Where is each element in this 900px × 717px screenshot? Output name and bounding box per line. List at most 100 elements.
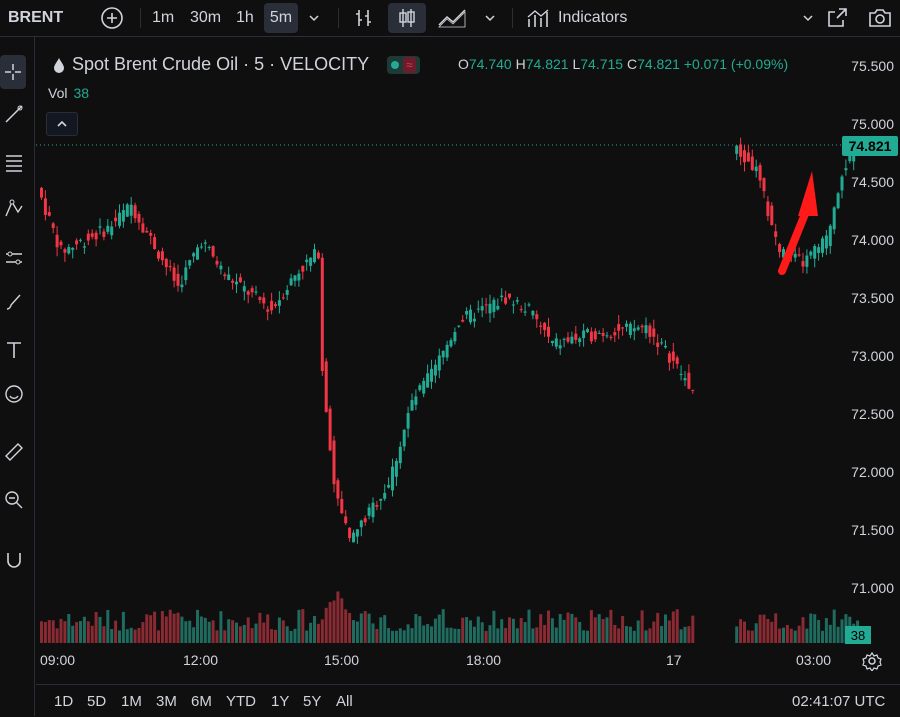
bars-icon [356, 10, 371, 26]
candle-body [180, 284, 184, 288]
range-1m[interactable]: 1M [121, 692, 142, 710]
volume-bar [617, 628, 621, 643]
candle-body [391, 466, 394, 491]
range-3m[interactable]: 3M [156, 692, 177, 710]
volume-bar [558, 614, 562, 643]
symbol-title[interactable]: Spot Brent Crude Oil · 5 · VELOCITY [72, 54, 370, 74]
camera-icon [869, 9, 891, 27]
candle-body [679, 373, 683, 375]
candle-body [102, 231, 106, 237]
range-1d[interactable]: 1D [54, 692, 74, 710]
volume-bar [316, 623, 320, 643]
add-symbol-button[interactable] [98, 0, 126, 36]
candle-body [824, 235, 828, 249]
bars-style-button[interactable] [352, 0, 376, 36]
candle-body [735, 145, 739, 154]
interval-dropdown[interactable] [306, 0, 322, 36]
candle-body [605, 335, 609, 337]
volume-bar [79, 621, 82, 643]
snapshot-button[interactable] [866, 0, 894, 36]
market-status-pill[interactable]: ≈ [387, 55, 420, 74]
open-new-window-button[interactable] [824, 0, 850, 36]
pattern-tool[interactable] [0, 191, 28, 225]
volume-bar [289, 630, 293, 643]
magnet-tool[interactable] [0, 543, 28, 577]
candle-body [746, 152, 750, 162]
symbol-search[interactable]: BRENT [8, 9, 64, 26]
range-ytd[interactable]: YTD [226, 692, 256, 710]
volume-bar [644, 630, 648, 643]
candle-body [593, 331, 597, 340]
volume-bar [114, 620, 118, 643]
volume-bar [63, 621, 67, 643]
zoom-icon [5, 491, 23, 509]
candle-body [106, 225, 110, 232]
chart-type-dropdown[interactable] [482, 0, 498, 36]
axis-settings-button[interactable] [862, 651, 882, 673]
volume-bar [523, 622, 527, 643]
utc-clock[interactable]: 02:41:07 UTC [792, 692, 886, 710]
volume-bar [793, 630, 797, 643]
brush-tool[interactable] [0, 285, 28, 319]
candle-body [238, 277, 242, 283]
indicators-label: Indicators [558, 9, 628, 26]
volume-bar [469, 620, 472, 643]
candle-body [199, 246, 203, 248]
measure-tool[interactable] [0, 435, 28, 469]
candle-body [558, 345, 562, 349]
crosshair-tool[interactable] [0, 55, 26, 89]
volume-bar [199, 616, 203, 643]
candle-body [149, 232, 153, 236]
range-5y[interactable]: 5Y [303, 692, 322, 710]
candle-body [289, 278, 293, 286]
candle-body [98, 226, 102, 228]
candle-body [215, 260, 219, 265]
candle-body [133, 205, 137, 219]
text-tool[interactable] [0, 333, 28, 367]
chevron-down-icon [803, 15, 813, 22]
volume-bar [437, 614, 441, 643]
indicators-button[interactable]: Indicators [526, 0, 627, 36]
range-all[interactable]: All [336, 692, 353, 710]
more-dropdown[interactable] [800, 0, 816, 36]
range-5d[interactable]: 5D [87, 692, 107, 710]
zoom-tool[interactable] [0, 483, 28, 517]
candle-body [145, 230, 149, 233]
volume-bar [605, 617, 609, 643]
interval-1m[interactable]: 1m [152, 9, 175, 26]
candle-body [515, 300, 519, 302]
candles-style-button[interactable] [388, 3, 426, 33]
range-1y[interactable]: 1Y [271, 692, 290, 710]
icon-tool[interactable] [0, 377, 28, 411]
area-style-button[interactable] [436, 0, 468, 36]
candle-body [750, 156, 754, 171]
collapse-legend-button[interactable] [46, 112, 78, 136]
interval-1h[interactable]: 1h [236, 9, 254, 26]
price-chart[interactable] [36, 44, 900, 684]
fib-tool[interactable] [0, 145, 28, 179]
candle-body [203, 242, 207, 244]
volume-bar [320, 619, 324, 643]
volume-bar [262, 622, 266, 643]
volume-bar [774, 613, 778, 643]
trend-line-tool[interactable] [0, 97, 28, 131]
toolbar-divider [338, 8, 339, 28]
volume-bar [336, 591, 340, 643]
candle-body [675, 357, 679, 364]
volume-bar [355, 621, 359, 643]
candle-body [418, 385, 422, 391]
volume-bar [465, 617, 469, 643]
interval-5m[interactable]: 5m [264, 3, 298, 33]
candle-body [137, 213, 141, 223]
prediction-tool[interactable] [0, 241, 28, 275]
last-price-label: 74.821 [842, 136, 898, 156]
candle-body [683, 378, 687, 381]
interval-30m[interactable]: 30m [190, 9, 222, 26]
forecast-icon [6, 251, 22, 265]
volume-bar [519, 617, 523, 643]
range-6m[interactable]: 6M [191, 692, 212, 710]
volume-bar [43, 621, 47, 643]
candle-body [667, 353, 671, 363]
volume-bars [40, 591, 860, 643]
candle-body [640, 325, 644, 328]
